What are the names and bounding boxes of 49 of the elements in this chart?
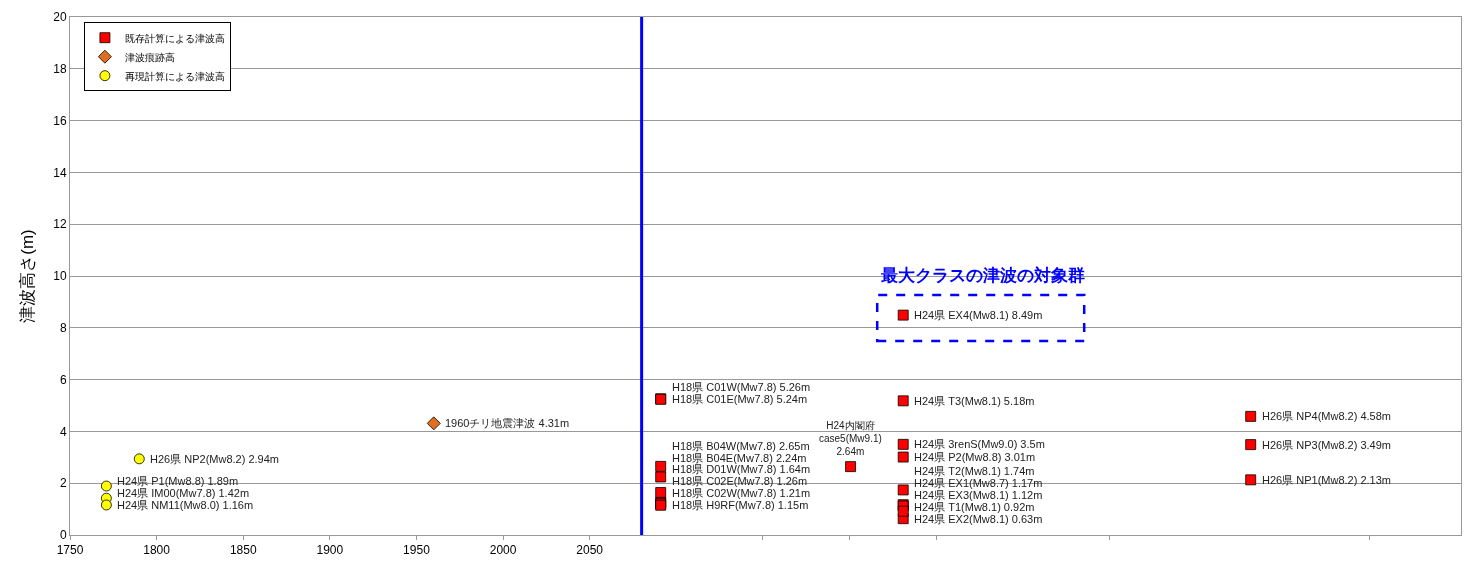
y-tick-label: 20 — [53, 10, 67, 25]
data-label: H18県 C01E(Mw7.8) 5.24m — [672, 393, 808, 405]
data-label: H24県 T1(Mw8.1) 0.92m — [914, 501, 1035, 513]
x-tick-label: 1850 — [229, 543, 257, 558]
data-label: H24県 IM00(Mw7.8) 1.42m — [117, 487, 250, 499]
data-label: H24県 3renS(Mw9.0) 3.5m — [914, 438, 1045, 450]
data-label: H26県 NP3(Mw8.2) 3.49m — [1262, 439, 1391, 451]
data-label: H24県 P2(Mw8.8) 3.01m — [914, 451, 1036, 463]
data-label: H18県 C02E(Mw7.8) 1.26m — [672, 475, 808, 487]
data-label: H24県 EX2(Mw8.1) 0.63m — [914, 513, 1043, 525]
legend-label: 再現計算による津波高 — [124, 70, 225, 82]
y-tick-label: 12 — [53, 217, 67, 232]
data-label: H18県 D01W(Mw7.8) 1.64m — [672, 463, 811, 475]
x-tick-label: 1800 — [143, 543, 171, 558]
data-label: H24県 EX4(Mw8.1) 8.49m — [914, 309, 1043, 321]
x-tick-label: 1950 — [403, 543, 431, 558]
data-label: H24県 EX1(Mw8.7) 1.17m — [914, 477, 1043, 489]
x-tick-label: 2000 — [489, 543, 517, 558]
data-label: H26県 NP2(Mw8.2) 2.94m — [150, 453, 279, 465]
annotation: 最大クラスの津波の対象群 — [880, 266, 1085, 285]
data-label: 1960チリ地震津波 4.31m — [445, 417, 570, 429]
data-label: H26県 NP1(Mw8.2) 2.13m — [1262, 474, 1391, 486]
y-axis-title: 津波高さ(m) — [17, 229, 37, 323]
data-label: H18県 H9RF(Mw7.8) 1.15m — [672, 499, 809, 511]
legend-label: 津波痕跡高 — [124, 51, 175, 63]
y-tick-label: 0 — [59, 528, 67, 543]
data-label: H24県 EX3(Mw8.1) 1.12m — [914, 489, 1043, 501]
data-label: H18県 B04W(Mw7.8) 2.65m — [672, 440, 810, 452]
y-tick-label: 16 — [53, 113, 67, 128]
data-label: H18県 B04E(Mw7.8) 2.24m — [672, 452, 807, 464]
y-tick-label: 6 — [59, 372, 67, 387]
x-tick-label: 1750 — [56, 543, 84, 558]
data-label: H24県 T3(Mw8.1) 5.18m — [914, 395, 1035, 407]
x-tick-label: 1900 — [316, 543, 344, 558]
data-label: H18県 C02W(Mw7.8) 1.21m — [672, 487, 811, 499]
y-tick-label: 4 — [59, 424, 67, 439]
y-tick-label: 2 — [59, 476, 67, 491]
data-label: H24県 T2(Mw8.1) 1.74m — [914, 465, 1035, 477]
y-tick-label: 18 — [53, 62, 67, 76]
data-label: H26県 NP4(Mw8.2) 4.58m — [1262, 410, 1391, 422]
y-tick-label: 14 — [53, 165, 67, 180]
y-tick-label: 10 — [53, 269, 67, 284]
x-tick-label: 2050 — [576, 543, 604, 558]
data-label: H24県 NM11(Mw8.0) 1.16m — [117, 499, 254, 511]
data-label: H18県 C01W(Mw7.8) 5.26m — [672, 381, 811, 393]
y-tick-label: 8 — [59, 321, 67, 335]
legend-label: 既存計算による津波高 — [124, 32, 225, 44]
data-label: H24内閣府 case5(Mw9.1) 2.64m — [819, 420, 882, 457]
data-label: H24県 P1(Mw8.8) 1.89m — [117, 475, 239, 487]
